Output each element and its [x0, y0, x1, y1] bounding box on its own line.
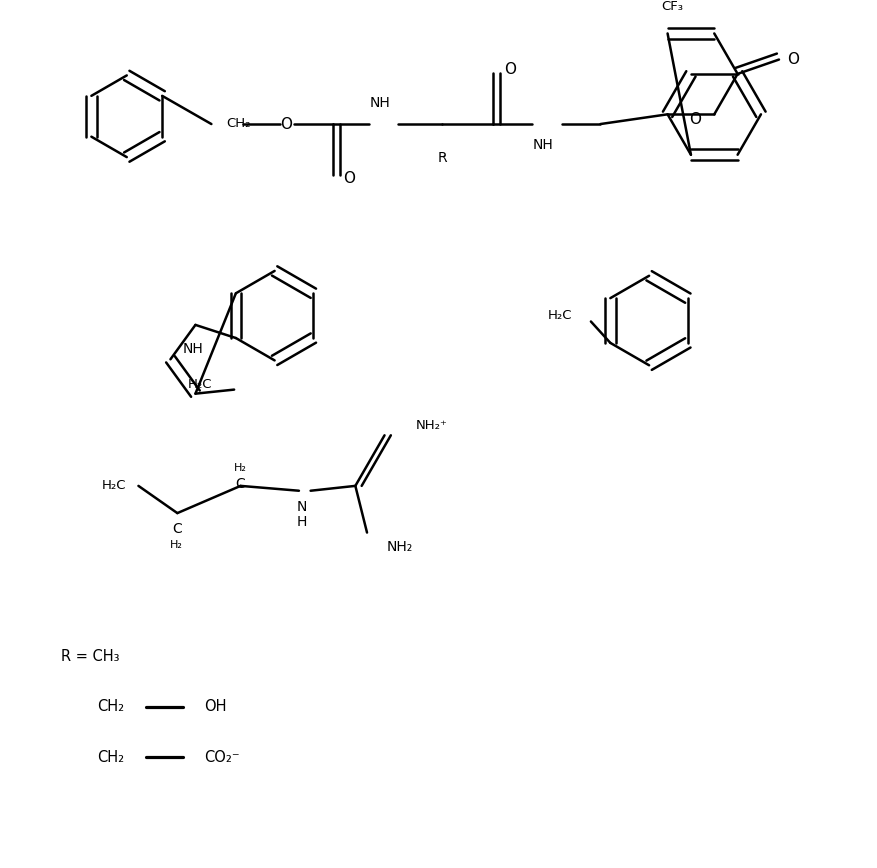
Text: NH: NH — [532, 138, 553, 153]
Text: CO₂⁻: CO₂⁻ — [204, 750, 240, 765]
Text: H₂: H₂ — [170, 540, 182, 550]
Text: O: O — [503, 62, 516, 77]
Text: H₂C: H₂C — [102, 479, 126, 492]
Text: CH₂: CH₂ — [97, 700, 125, 714]
Text: H₂: H₂ — [234, 464, 246, 473]
Text: O: O — [280, 116, 292, 132]
Text: O: O — [688, 112, 700, 127]
Text: CF₃: CF₃ — [660, 0, 682, 13]
Text: R = CH₃: R = CH₃ — [61, 648, 119, 664]
Text: H₂C: H₂C — [547, 309, 572, 322]
Text: C: C — [235, 477, 246, 491]
Text: NH: NH — [183, 342, 203, 356]
Text: OH: OH — [204, 700, 227, 714]
Text: O: O — [787, 52, 799, 67]
Text: CH₂: CH₂ — [97, 750, 125, 765]
Text: C: C — [172, 522, 182, 536]
Text: NH₂: NH₂ — [386, 540, 412, 554]
Text: N: N — [296, 500, 307, 514]
Text: CH₂: CH₂ — [225, 116, 250, 129]
Text: H: H — [296, 515, 307, 529]
Text: H₂C: H₂C — [188, 378, 212, 391]
Text: O: O — [343, 171, 355, 186]
Text: R: R — [438, 151, 447, 165]
Text: NH: NH — [369, 95, 389, 109]
Text: NH₂⁺: NH₂⁺ — [415, 419, 447, 432]
